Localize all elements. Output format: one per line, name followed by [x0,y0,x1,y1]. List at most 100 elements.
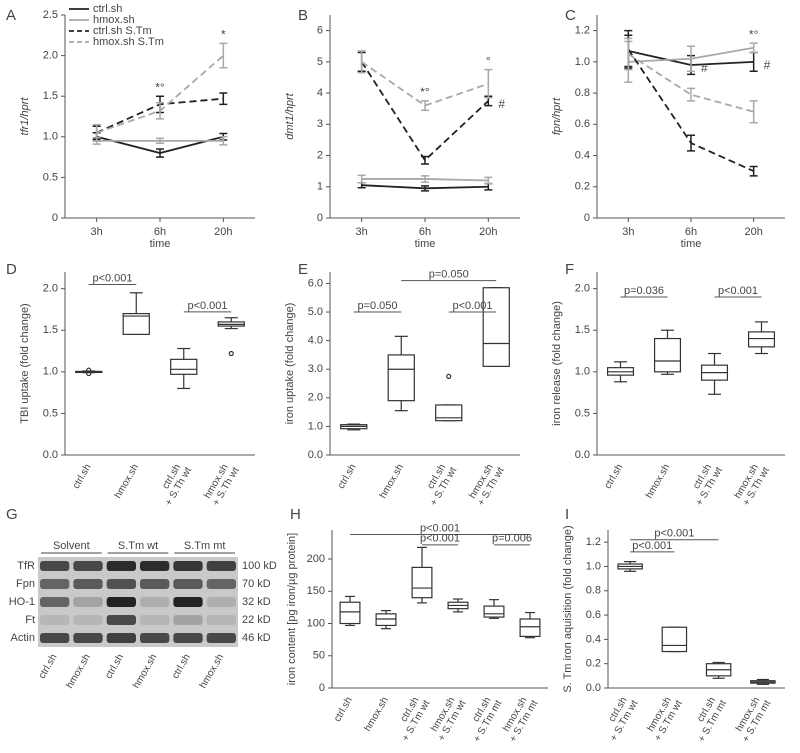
box [747,331,776,348]
y-tick-label: 0 [52,212,58,224]
band [206,561,236,571]
error-bar [687,45,695,72]
band [106,579,136,589]
y-tick-label: 2 [317,149,323,161]
x-tick-label: hmox.sh [113,462,141,500]
p-value: p<0.001 [718,285,758,297]
y-tick-label: 2.5 [43,9,58,21]
y-tick-label: 0.5 [43,407,58,419]
panel-letter: H [290,506,301,523]
y-axis-label: iron content [pg iron/µg protein] [286,533,298,686]
y-tick-label: 0.6 [575,118,590,130]
error-bar [357,174,366,184]
x-tick-label: ctrl.sh + S.Tm wt [390,693,432,743]
x-tick-label: 6h [419,226,431,238]
y-tick-label: 3.0 [308,363,323,375]
x-tick-label: hmox.sh [378,462,406,500]
band [140,561,170,571]
panel-letter: G [6,506,18,523]
p-value: p<0.001 [452,300,492,312]
band [73,579,103,589]
y-axis-label: S. Tm iron aquisition (fold change) [562,525,574,692]
y-tick-label: 0.2 [586,658,601,670]
x-tick-label: 20h [479,226,497,238]
outlier [86,370,92,377]
band [40,615,70,625]
x-tick-label: 6h [685,226,697,238]
x-tick-label: 20h [214,226,232,238]
y-tick-label: 5.0 [308,306,323,318]
lane-label: hmox.sh [131,652,159,690]
error-bar [219,136,228,146]
lane-label: ctrl.sh [37,652,60,681]
error-bar [421,100,429,112]
box [519,618,541,638]
y-tick-label: 0.5 [43,171,58,183]
p-value: p<0.001 [632,540,672,552]
row-label: TfR [17,560,35,572]
panel-letter: C [565,7,576,24]
band [173,579,203,589]
y-tick-label: 1.0 [575,366,590,378]
legend-label: ctrl.sh [93,3,122,15]
outlier [86,367,92,373]
band [106,615,136,625]
x-tick-label: ctrl.sh + S.Tm mt [462,693,504,744]
y-tick-label: 1 [317,181,323,193]
error-bar [92,123,101,142]
error-bar [687,134,695,152]
x-tick-label: ctrl.sh [603,462,626,491]
y-tick-label: 50 [313,650,325,662]
x-tick-label: hmox.sh + S.Th wt [201,460,241,508]
y-tick-label: 200 [307,553,325,565]
box [661,626,688,653]
panel-letter: B [298,7,308,24]
outlier [446,373,452,379]
x-tick-label: ctrl.sh + S.Tm wt [599,693,641,743]
band [106,633,136,643]
x-tick-label: hmox.sh + S.Tm wt [426,693,468,743]
y-tick-label: 1.0 [586,560,601,572]
y-tick-label: 0.4 [575,149,590,161]
band [40,597,70,607]
x-axis-label: time [415,238,436,250]
group-label: S.Tm mt [184,540,226,552]
panel-letter: F [565,261,574,278]
y-tick-label: 0.8 [586,585,601,597]
y-tick-label: 2.0 [308,392,323,404]
y-axis-label: TBI uptake (fold change) [19,303,31,423]
lane-label: ctrl.sh [170,652,193,681]
error-bar [421,155,429,165]
row-label: Ft [25,614,35,626]
size-label: 100 kD [242,560,277,572]
panel-letter: A [6,7,16,24]
box [483,605,505,618]
box [375,613,397,627]
y-tick-label: 0.0 [308,449,323,461]
y-tick-label: 0.5 [575,407,590,419]
annotation: * [221,28,226,42]
box [653,337,682,373]
p-value: p<0.001 [654,528,694,540]
band [173,615,203,625]
y-tick-label: 0.4 [586,633,601,645]
y-tick-label: 2.0 [43,50,58,62]
p-value: p<0.001 [92,272,132,284]
series-line [361,61,489,107]
box [170,358,198,375]
group-label: S.Tm wt [118,540,158,552]
band [206,633,236,643]
band [173,561,203,571]
size-label: 32 kD [242,596,271,608]
band [106,597,136,607]
y-tick-label: 0.2 [575,181,590,193]
error-bar [156,101,164,120]
box [387,354,415,402]
y-axis-label: dmt1/hprt [284,92,296,139]
x-tick-label: ctrl.sh + S.Th wt [684,460,724,508]
x-tick-label: 3h [356,226,368,238]
x-tick-label: ctrl.sh [336,462,359,491]
x-tick-label: 20h [744,226,762,238]
error-bar [749,165,758,177]
